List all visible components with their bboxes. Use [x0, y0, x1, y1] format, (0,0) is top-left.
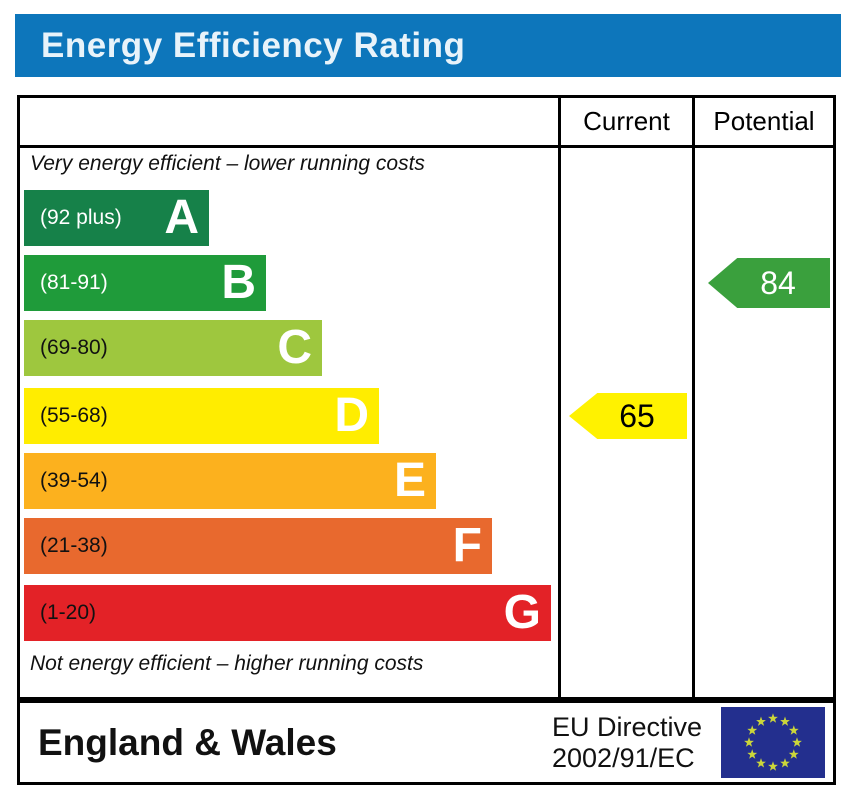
band-row-b: (81-91) B [24, 255, 266, 311]
band-row-g: (1-20) G [24, 585, 551, 641]
band-letter: G [503, 586, 541, 639]
band-letter: A [164, 191, 199, 244]
eu-directive-label: EU Directive 2002/91/EC [552, 711, 702, 773]
band-range-label: (55-68) [40, 404, 108, 427]
band-letter: D [334, 389, 369, 442]
current-rating-arrow: 65 [569, 393, 687, 439]
potential-rating-arrow: 84 [708, 258, 830, 308]
band-range-label: (1-20) [40, 601, 97, 624]
column-divider-current [558, 98, 561, 697]
caption-not-efficient: Not energy efficient – higher running co… [30, 652, 424, 675]
band-letter: E [393, 454, 426, 507]
band-range-label: (92 plus) [40, 206, 122, 229]
header-row-divider [20, 145, 833, 148]
page-title: Energy Efficiency Rating [41, 25, 466, 65]
column-divider-potential [692, 98, 695, 697]
band-letter: F [452, 519, 482, 572]
band-row-e: (39-54) E [24, 453, 436, 509]
band-bar-g: (1-20) G [24, 585, 551, 641]
band-range-label: (81-91) [40, 271, 108, 294]
band-letter: B [221, 256, 256, 309]
footer: England & Wales EU Directive 2002/91/EC [17, 700, 836, 785]
eu-directive-line1: EU Directive [552, 711, 703, 742]
eu-flag-icon [721, 707, 825, 778]
column-header-current: Current [583, 106, 670, 136]
band-row-a: (92 plus) A [24, 190, 209, 246]
column-header-potential: Potential [713, 106, 815, 136]
rating-table: Current Potential Very energy efficient … [17, 95, 836, 700]
band-bar-a: (92 plus) A [24, 190, 209, 246]
band-bar-d: (55-68) D [24, 388, 379, 444]
band-range-label: (39-54) [40, 469, 108, 492]
band-row-c: (69-80) C [24, 320, 322, 376]
band-row-f: (21-38) F [24, 518, 492, 574]
eu-directive-line2: 2002/91/EC [552, 742, 695, 773]
band-bar-e: (39-54) E [24, 453, 436, 509]
current-rating-value: 65 [619, 397, 655, 434]
potential-rating-value: 84 [760, 264, 796, 301]
header-bar: Energy Efficiency Rating [15, 14, 841, 77]
band-bar-c: (69-80) C [24, 320, 322, 376]
band-range-label: (69-80) [40, 336, 108, 359]
band-letter: C [277, 321, 312, 374]
region-label: England & Wales [38, 721, 337, 763]
band-range-label: (21-38) [40, 534, 108, 557]
caption-very-efficient: Very energy efficient – lower running co… [30, 152, 425, 175]
band-bar-f: (21-38) F [24, 518, 492, 574]
band-row-d: (55-68) D [24, 388, 379, 444]
band-bar-b: (81-91) B [24, 255, 266, 311]
